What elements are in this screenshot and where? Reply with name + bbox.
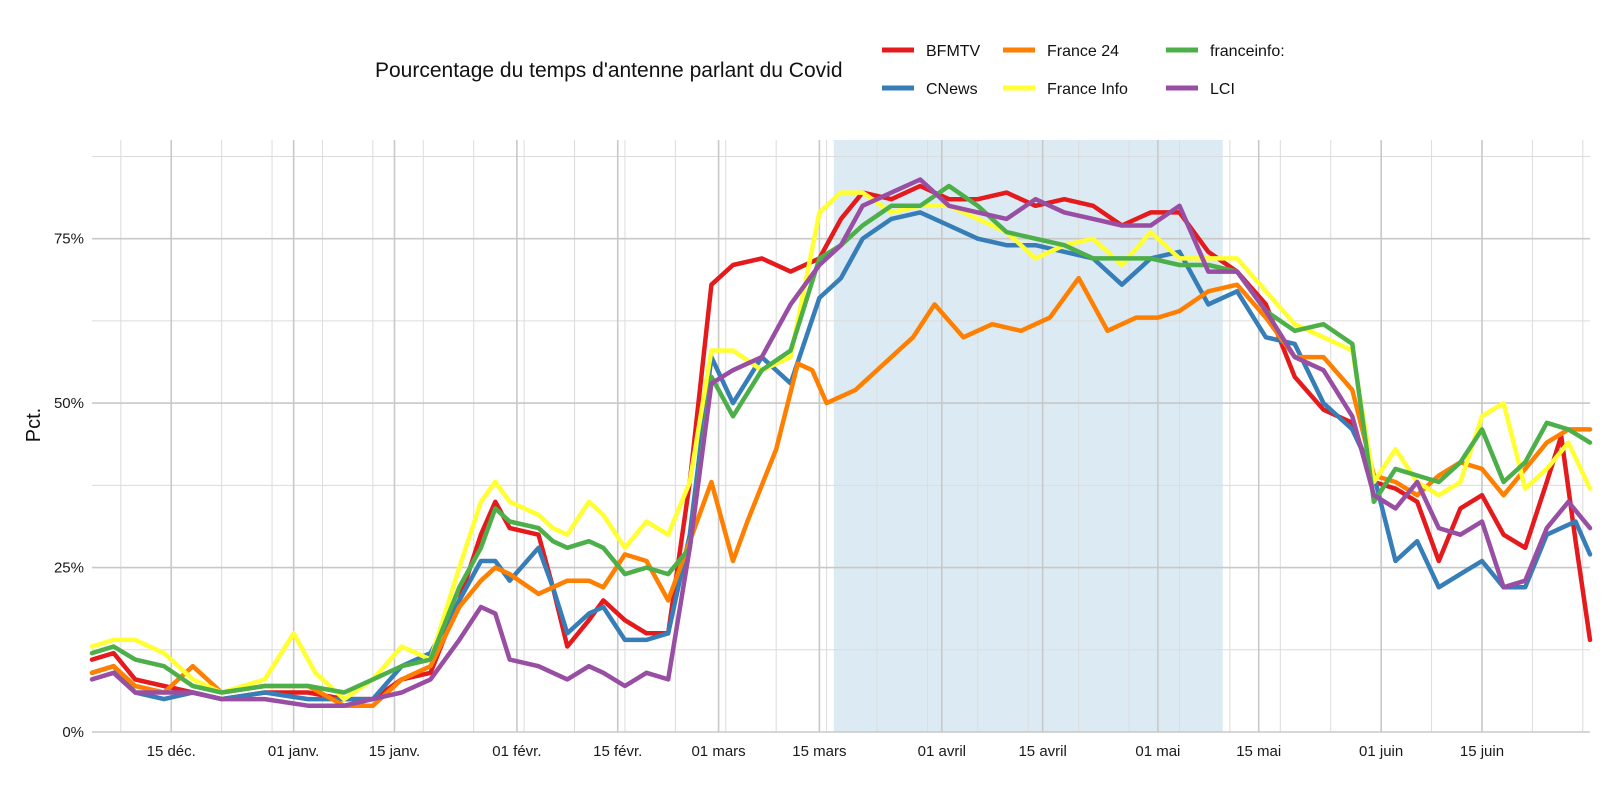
y-tick-label: 50% (54, 395, 84, 412)
y-axis-title: Pct. (23, 408, 45, 442)
legend-label-france-info: France Info (1047, 81, 1128, 98)
x-tick-label: 15 avril (1018, 743, 1066, 760)
x-tick-label: 01 févr. (492, 743, 541, 760)
x-tick-label: 01 janv. (268, 743, 319, 760)
legend-label-cnews: CNews (926, 81, 978, 98)
chart-series-lines (89, 177, 1593, 708)
x-tick-label: 01 avril (918, 743, 966, 760)
legend-label-bfmtv: BFMTV (926, 43, 981, 60)
y-tick-label: 25% (54, 560, 84, 577)
x-tick-label: 01 mars (691, 743, 745, 760)
x-tick-label: 15 janv. (369, 743, 420, 760)
y-tick-label: 75% (54, 231, 84, 248)
series-line-lci (89, 177, 1593, 708)
legend-label-franceinfo: franceinfo: (1210, 43, 1285, 60)
legend-label-lci: LCI (1210, 81, 1235, 98)
x-tick-label: 01 juin (1359, 743, 1403, 760)
chart-legend: BFMTV CNews France 24 France Info franceinfo… (882, 43, 1285, 98)
chart-gridlines (92, 140, 1590, 733)
x-tick-label: 01 mai (1135, 743, 1180, 760)
x-tick-label: 15 juin (1460, 743, 1504, 760)
x-tick-label: 15 févr. (593, 743, 642, 760)
y-tick-label: 0% (62, 724, 84, 741)
legend-label-france-24: France 24 (1047, 43, 1119, 60)
chart-title: Pourcentage du temps d'antenne parlant d… (375, 59, 843, 82)
x-tick-label: 15 mars (792, 743, 846, 760)
x-tick-label: 15 mai (1236, 743, 1281, 760)
x-tick-label: 15 déc. (147, 743, 196, 760)
chart-axes: 0% 25% 50% 75% 15 déc. 01 janv. 15 janv. 01 fév… (54, 231, 1504, 760)
